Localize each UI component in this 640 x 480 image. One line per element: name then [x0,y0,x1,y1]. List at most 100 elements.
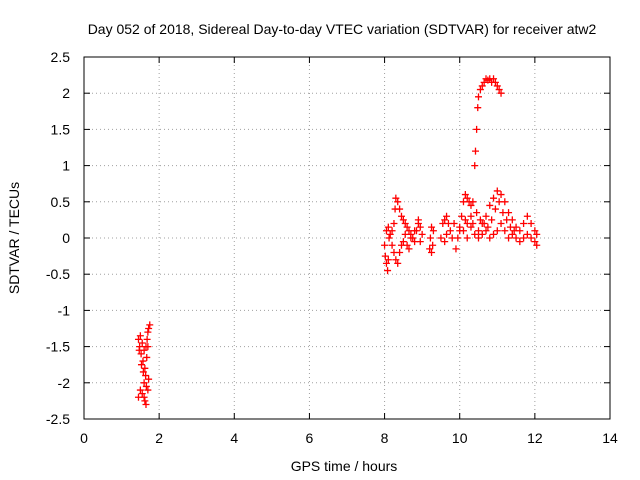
data-point [473,209,481,217]
data-point [446,227,454,235]
data-point [471,162,479,170]
data-point [441,238,449,246]
data-point [441,216,449,224]
data-point [418,230,426,238]
data-point [394,198,402,206]
data-point [459,227,467,235]
data-point [141,397,149,405]
data-point [469,198,477,206]
data-point [454,234,462,242]
y-tick-label: 0.5 [51,194,71,210]
data-point [501,227,509,235]
data-point [503,216,511,224]
data-point [467,223,475,231]
data-point [385,234,393,242]
data-point [495,198,503,206]
data-point [390,220,398,228]
data-point [135,346,143,354]
data-point [506,223,514,231]
data-point [396,248,404,256]
data-point [461,191,469,199]
data-point [523,230,531,238]
data-point [443,230,451,238]
data-point [516,238,524,246]
data-point [486,234,494,242]
data-point [437,234,445,242]
x-tick-label: 10 [452,430,468,446]
data-point [384,267,392,275]
y-axis-label: SDTVAR / TECUs [6,182,22,294]
data-point [486,201,494,209]
data-point [134,335,142,343]
data-point [452,245,460,253]
data-point [386,230,394,238]
data-point [396,205,404,213]
data-point [482,212,490,220]
data-point [467,212,475,220]
data-point [473,125,481,133]
data-point [475,234,482,242]
x-tick-label: 6 [306,430,314,446]
y-tick-label: -1.5 [46,339,70,355]
data-point [401,220,409,228]
data-point [384,223,392,231]
data-point [416,238,424,246]
data-point [144,343,152,351]
data-point [403,223,411,231]
y-tick-label: -0.5 [46,266,70,282]
data-point [476,216,484,224]
data-point [456,223,464,231]
y-tick-label: 1.5 [51,121,71,137]
data-point [497,89,505,97]
y-tick-label: -2.5 [46,411,70,427]
data-point [138,339,146,347]
data-point [484,223,492,231]
data-point [142,401,150,409]
x-tick-label: 12 [527,430,543,446]
data-point [527,234,535,242]
data-point [471,230,479,238]
x-tick-labels: 0 2 4 6 8 10 12 14 [80,430,618,446]
data-point [411,227,419,235]
data-point [490,194,498,202]
x-tick-label: 2 [155,430,163,446]
axis-ticks [83,56,611,420]
data-point [490,75,498,83]
data-point [512,234,520,242]
y-tick-label: 2 [62,85,70,101]
data-point [490,230,498,238]
data-point [137,350,145,358]
y-tick-label: -2 [58,375,71,391]
data-point [531,227,539,235]
data-point [414,216,422,224]
y-tick-label: 1 [62,158,70,174]
data-point [505,234,513,242]
data-point [399,238,407,246]
data-point [491,205,499,213]
data-point [403,241,411,249]
data-point [520,234,528,242]
data-point [497,220,505,228]
data-point [478,230,486,238]
data-point [527,220,535,228]
data-point [482,227,490,235]
x-axis-label: GPS time / hours [291,458,398,474]
data-point [480,220,488,228]
data-point [140,393,148,401]
data-point [392,256,400,264]
data-point [426,234,434,242]
data-point [384,256,392,264]
data-point [495,86,503,94]
data-point [476,86,484,94]
y-tick-label: 2.5 [51,49,71,65]
data-point [520,220,528,228]
data-point [143,335,151,343]
data-point [405,245,413,253]
data-point [488,216,496,224]
data-point [142,382,150,390]
data-point [140,379,148,387]
data-point [137,361,145,369]
data-point [429,227,437,235]
